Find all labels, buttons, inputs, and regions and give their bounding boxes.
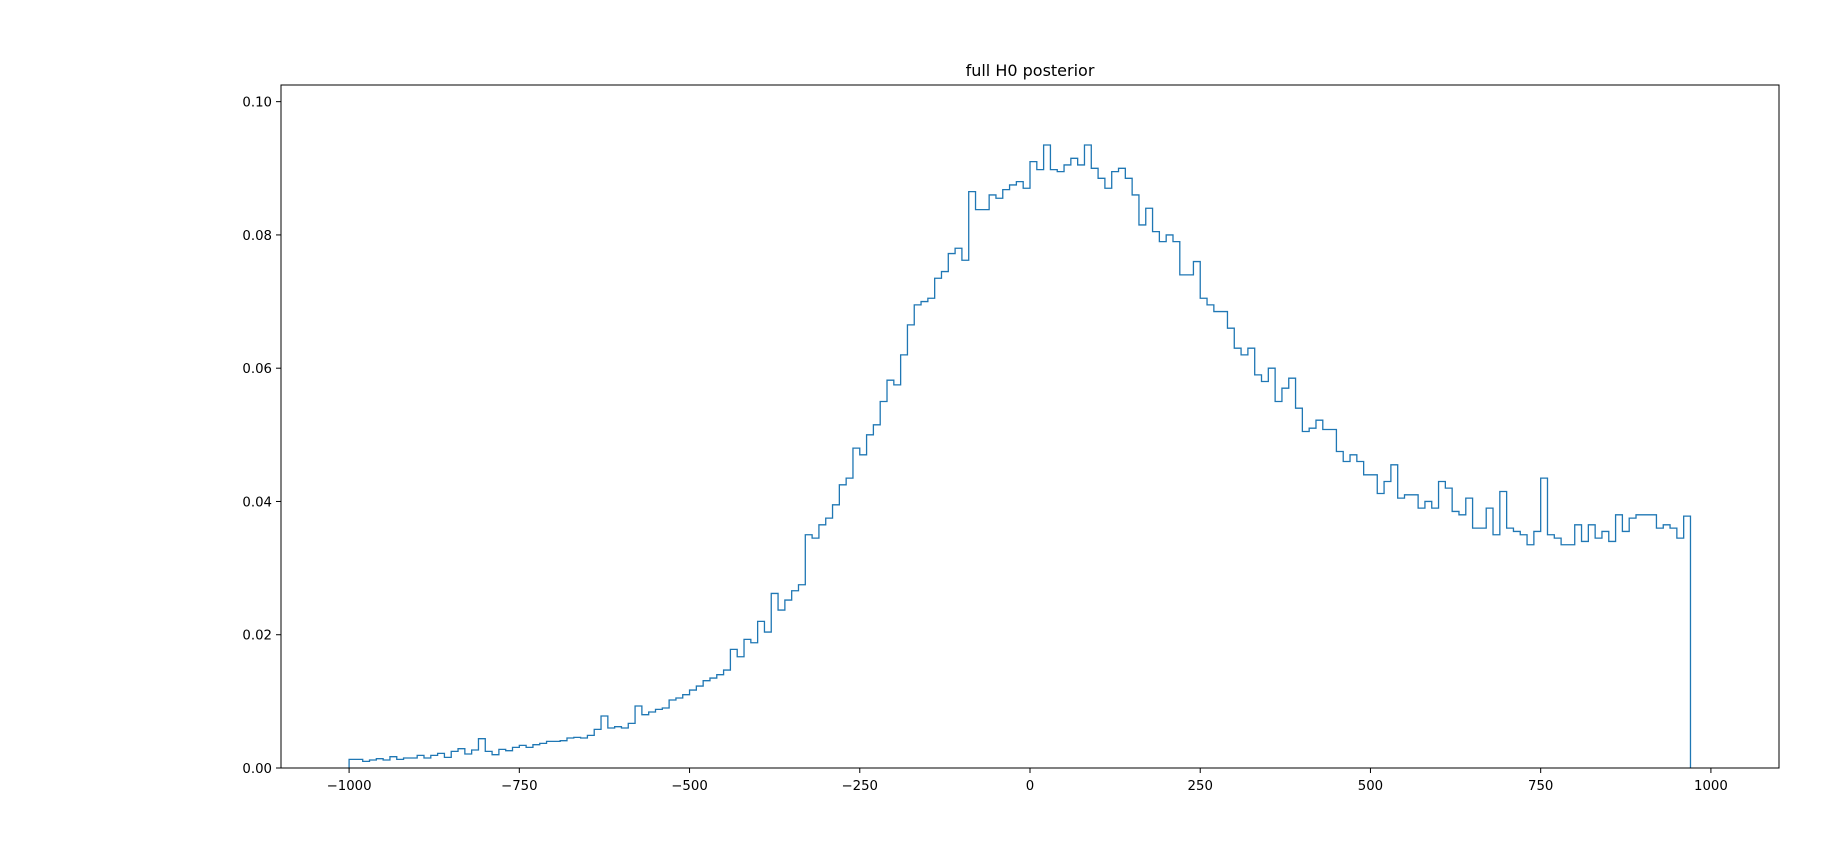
y-tick-label: 0.04 — [242, 495, 272, 510]
y-tick-label: 0.08 — [242, 229, 272, 244]
y-tick-label: 0.00 — [242, 762, 272, 777]
x-tick-label: 1000 — [1694, 779, 1728, 794]
x-tick-label: 0 — [1026, 779, 1034, 794]
histogram-step-line — [348, 144, 1692, 768]
x-tick-label: 750 — [1528, 779, 1553, 794]
y-axis: 0.00 0.02 0.04 0.06 0.08 0.10 — [242, 96, 281, 777]
x-tick-label: −1000 — [327, 779, 372, 794]
x-axis: −1000 −750 −500 −250 0 250 500 750 1000 — [327, 768, 1728, 794]
x-tick-label: −500 — [671, 779, 708, 794]
x-tick-label: −750 — [501, 779, 538, 794]
axes-frame — [280, 84, 1780, 769]
y-tick-label: 0.10 — [242, 96, 272, 111]
y-tick-label: 0.02 — [242, 629, 272, 644]
x-tick-label: −250 — [842, 779, 879, 794]
chart-title: full H0 posterior — [966, 61, 1095, 80]
y-tick-label: 0.06 — [242, 362, 272, 377]
x-tick-label: 250 — [1188, 779, 1213, 794]
x-tick-label: 500 — [1358, 779, 1383, 794]
histogram-series — [348, 144, 1692, 768]
